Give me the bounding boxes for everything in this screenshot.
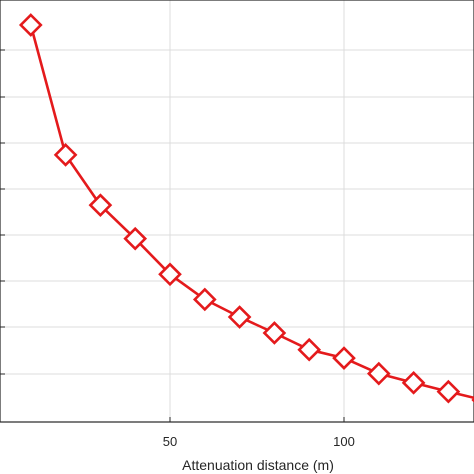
data-point-4 (158, 262, 182, 287)
series-layer (18, 13, 474, 404)
data-point-1 (53, 143, 78, 167)
data-point-0 (18, 13, 43, 37)
plot-frame (0, 0, 474, 423)
data-point-3 (123, 226, 148, 251)
data-point-6 (227, 305, 252, 329)
data-point-5 (192, 287, 217, 312)
x-axis-ticks (0, 49, 345, 422)
x-axis-label: Attenuation distance (m) (182, 457, 334, 473)
data-point-10 (366, 361, 391, 386)
data-point-11 (401, 370, 426, 395)
data-point-7 (262, 321, 287, 345)
grid (0, 0, 474, 422)
data-point-12 (436, 379, 461, 404)
data-point-2 (88, 193, 113, 218)
x-tick-label-1: 100 (333, 434, 355, 449)
data-point-9 (332, 346, 356, 370)
x-tick-label-0: 50 (163, 434, 177, 449)
x-tick-labels: 50 100 (163, 434, 355, 449)
data-point-8 (297, 337, 322, 362)
